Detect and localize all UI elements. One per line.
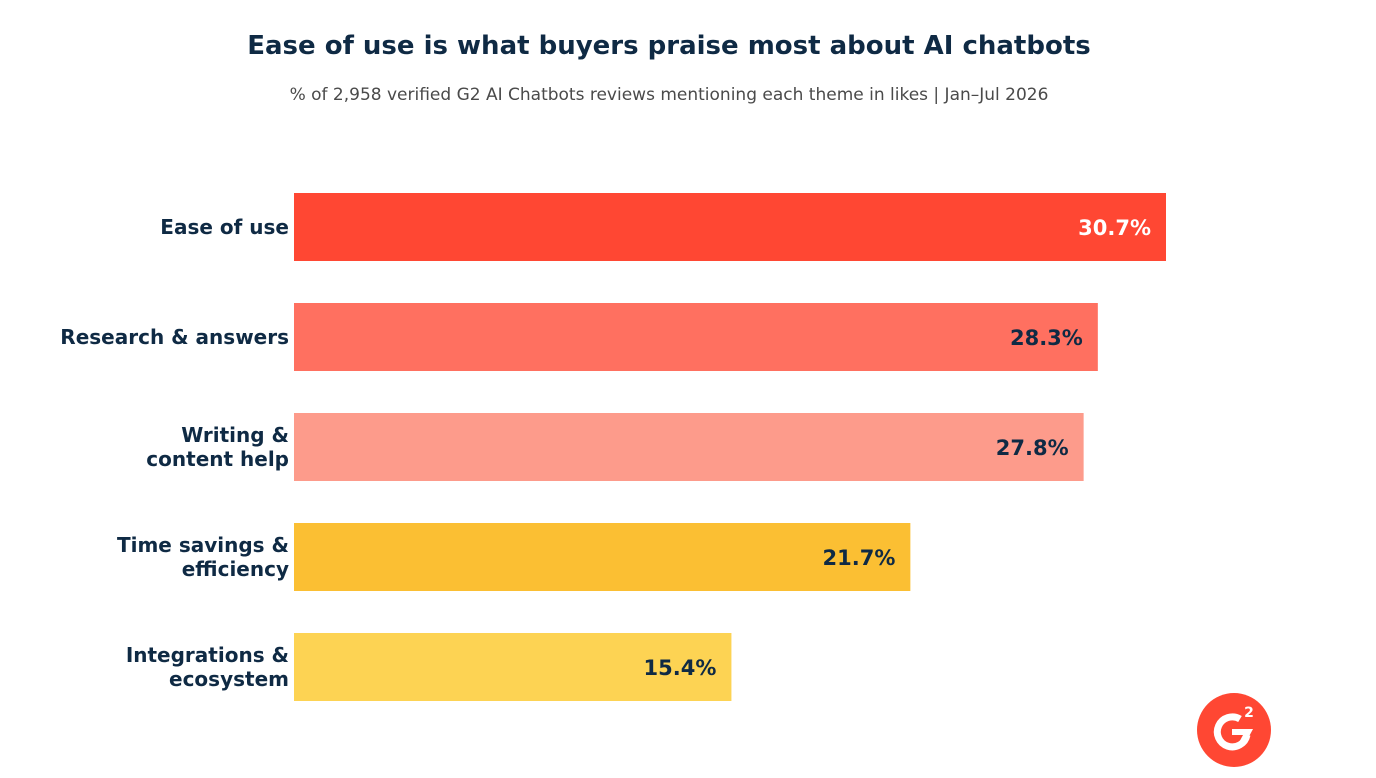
category-label-2-line-0: Writing & (181, 423, 289, 447)
category-label-1-line-0: Research & answers (60, 325, 289, 349)
bar-3 (294, 523, 911, 591)
value-label-2: 27.8% (996, 436, 1069, 460)
bar-1 (294, 303, 1098, 371)
logo-superscript: 2 (1244, 705, 1254, 721)
bar-2 (294, 413, 1084, 481)
category-label-0-line-0: Ease of use (160, 215, 289, 239)
chart-title: Ease of use is what buyers praise most a… (247, 31, 1091, 61)
bar-4 (294, 633, 732, 701)
category-label-4-line-0: Integrations & (126, 643, 289, 667)
chart-subtitle: % of 2,958 verified G2 AI Chatbots revie… (289, 85, 1049, 105)
value-label-4: 15.4% (644, 656, 717, 680)
g2-logo-icon: 2 (1197, 693, 1271, 767)
bar-0 (294, 193, 1166, 261)
category-label-3-line-0: Time savings & (117, 533, 289, 557)
value-label-0: 30.7% (1078, 216, 1151, 240)
category-label-2-line-1: content help (146, 447, 289, 471)
value-label-3: 21.7% (823, 546, 896, 570)
value-label-1: 28.3% (1010, 326, 1083, 350)
category-label-3-line-1: efficiency (182, 557, 289, 581)
category-label-4-line-1: ecosystem (169, 667, 289, 691)
